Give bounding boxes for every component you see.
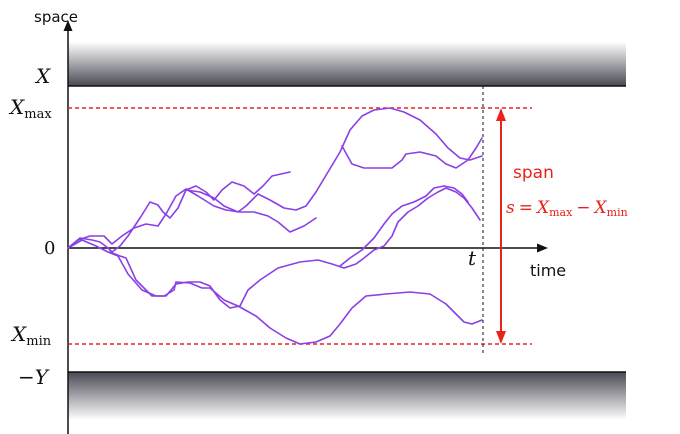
span-arrow-head-up (496, 108, 506, 121)
time-axis-arrow (537, 243, 548, 253)
span-eq-var2: X (593, 198, 608, 218)
random-walk-path (185, 107, 483, 213)
lower-absorbing-boundary (68, 372, 626, 420)
random-walk-path (109, 251, 483, 345)
xmin-var: X (10, 322, 27, 346)
random-walk-path (67, 171, 291, 253)
random-walk-path (67, 187, 481, 309)
span-eq-minus: − (576, 198, 590, 218)
xmax-sub: max (24, 107, 52, 122)
origin-label: 0 (44, 238, 55, 259)
random-walk-path (339, 185, 469, 267)
xmin-sub: min (26, 334, 51, 349)
upper-absorbing-boundary (68, 42, 626, 86)
xmin-label: Xmin (10, 322, 52, 349)
xmax-label: Xmax (8, 95, 52, 122)
span-eq-sub2: min (607, 206, 628, 219)
time-axis-label: time (530, 261, 566, 280)
random-walk-path (67, 188, 317, 249)
span-arrow-head-down (496, 331, 506, 344)
random-walk-path (341, 137, 483, 169)
span-eq-equals: = (519, 198, 533, 218)
lower-boundary-label: −Y (18, 365, 50, 389)
time-t-label: t (468, 246, 477, 270)
span-eq-var1: X (535, 198, 550, 218)
span-equation: s = Xmax − Xmin (506, 198, 628, 219)
xmax-var: X (8, 95, 25, 119)
space-axis-arrow (63, 20, 73, 31)
span-label: span (513, 163, 554, 183)
span-eq-sub1: max (549, 206, 573, 219)
upper-boundary-label: X (34, 64, 51, 88)
span-eq-s: s (506, 198, 515, 218)
space-axis-label: space (34, 8, 78, 26)
